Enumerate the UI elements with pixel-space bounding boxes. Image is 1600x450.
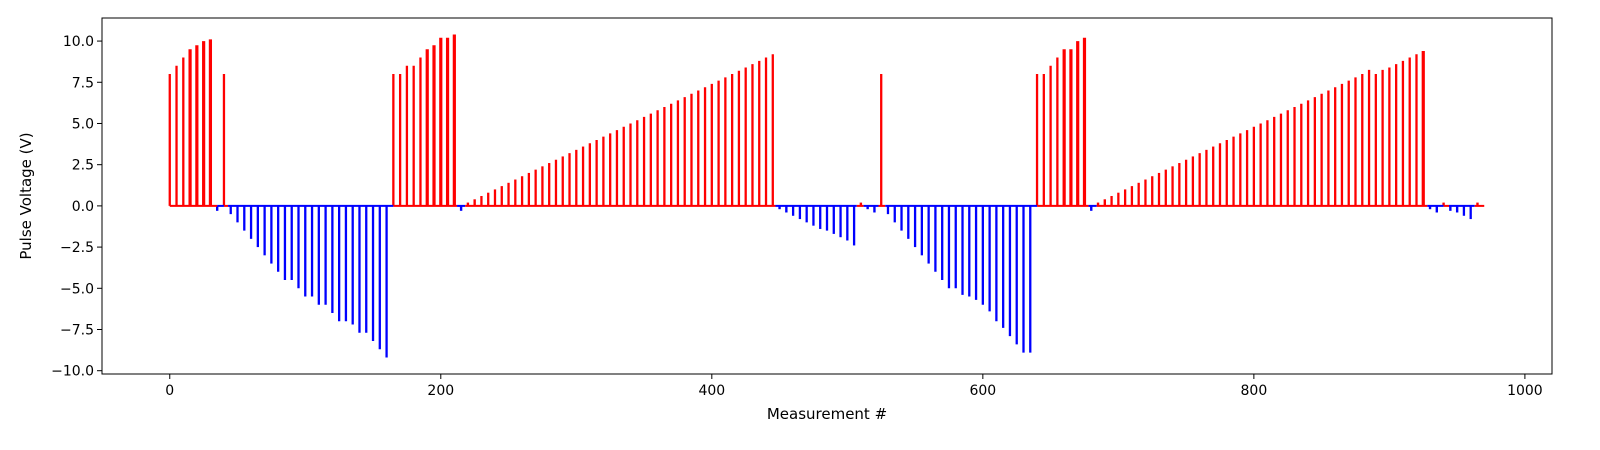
voltage-bars	[168, 34, 1479, 358]
x-tick-label: 1000	[1507, 383, 1543, 399]
x-axis-ticks: 0 200 400 600 800 1000	[165, 374, 1543, 399]
y-tick-label: −2.5	[60, 240, 94, 256]
x-tick-label: 0	[165, 383, 174, 399]
y-tick-label: −10.0	[51, 364, 94, 380]
y-tick-label: 5.0	[72, 116, 94, 132]
y-tick-label: 2.5	[72, 158, 94, 174]
plot-area-frame	[101, 17, 1553, 375]
y-tick-label: 7.5	[72, 75, 94, 91]
x-tick-label: 400	[698, 383, 725, 399]
x-tick-label: 600	[969, 383, 996, 399]
y-tick-label: −5.0	[60, 281, 94, 297]
y-tick-label: 10.0	[63, 34, 94, 50]
x-tick-label: 800	[1241, 383, 1268, 399]
y-tick-label: 0.0	[72, 199, 94, 215]
y-axis-label: Pulse Voltage (V)	[17, 132, 35, 259]
x-tick-label: 200	[427, 383, 454, 399]
y-axis-ticks: 10.0 7.5 5.0 2.5 0.0 −2.5 −5.0 −7.5 −10.0	[51, 34, 102, 380]
y-tick-label: −7.5	[60, 323, 94, 339]
x-axis-label: Measurement #	[767, 405, 887, 423]
